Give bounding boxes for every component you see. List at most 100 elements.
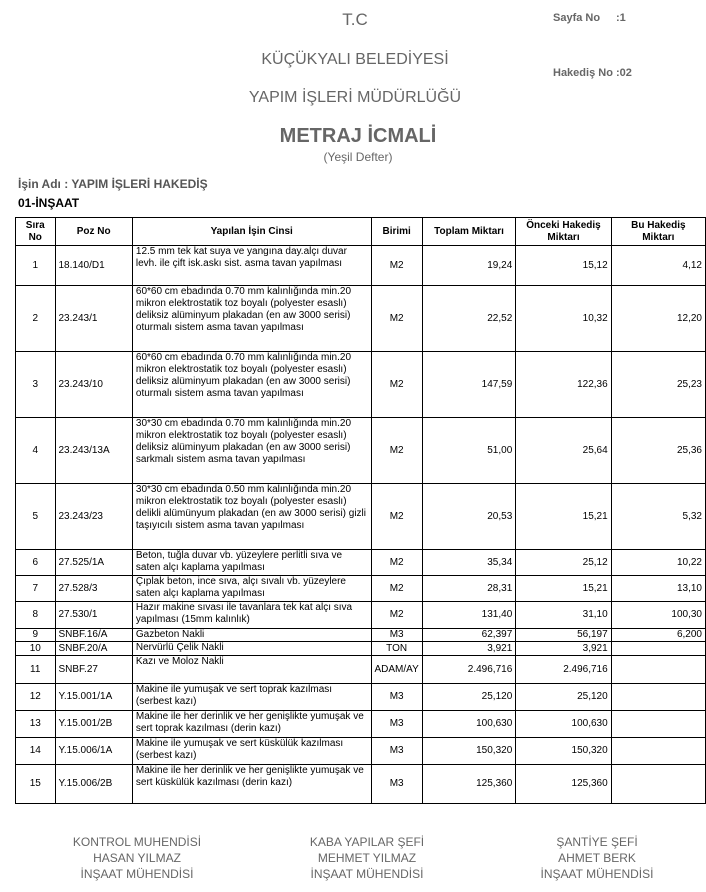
cell — [610, 655, 706, 684]
signature-title: İNŞAAT MÜHENDİSİ — [80, 867, 194, 881]
cell: 60*60 cm ebadında 0.70 mm kalınlığında m… — [131, 285, 372, 352]
subtitle: (Yeşil Defter) — [323, 150, 393, 164]
cell: 25,36 — [610, 417, 706, 484]
cell — [610, 710, 706, 738]
tc: T.C — [342, 10, 368, 29]
cell: 15 — [15, 764, 56, 804]
table-row: 3 23.243/10 60*60 cm ebadında 0.70 mm kalı… — [15, 351, 706, 418]
column-header: Sıra No — [15, 217, 56, 246]
cell: 25,120 — [515, 683, 612, 711]
signature-name: HASAN YILMAZ — [93, 851, 181, 865]
cell: Y.15.001/2B — [54, 710, 133, 738]
cell: M2 — [370, 575, 423, 602]
cell: 2.496,716 — [421, 655, 517, 684]
cell: 14 — [15, 737, 56, 765]
cell: 62,397 — [421, 628, 517, 642]
cell: 2 — [15, 285, 56, 352]
cell: Gazbeton Nakli — [131, 628, 372, 642]
cell: M3 — [370, 628, 423, 642]
cell: 125,360 — [421, 764, 517, 804]
cell: 20,53 — [421, 483, 517, 550]
cell: 10 — [15, 641, 56, 656]
column-header: Önceki Hakediş Miktarı — [515, 217, 612, 246]
cell: 131,40 — [421, 601, 517, 629]
cell — [610, 641, 706, 656]
cell: M2 — [370, 417, 423, 484]
department: YAPIM İŞLERİ MÜDÜRLÜĞÜ — [248, 89, 462, 106]
cell: 150,320 — [421, 737, 517, 765]
table-row: 13 Y.15.001/2B Makine ile her derinlik ve … — [15, 710, 706, 738]
cell: 23.243/13A — [54, 417, 133, 484]
column-header: Toplam Miktarı — [421, 217, 517, 246]
table-row: 8 27.530/1 Hazır makine sıvası ile tavanla… — [15, 601, 706, 629]
cell: 23.243/1 — [54, 285, 133, 352]
cell: M2 — [370, 351, 423, 418]
column-header: Birimi — [370, 217, 423, 246]
signature: KABA YAPILAR ŞEFİ MEHMET YILMAZ İNŞAAT MÜH… — [257, 834, 477, 882]
cell: 125,360 — [515, 764, 612, 804]
cell: 15,21 — [515, 575, 612, 602]
cell: 25,12 — [515, 549, 612, 576]
cell: 13 — [15, 710, 56, 738]
cell: M2 — [370, 285, 423, 352]
column-header: Poz No — [54, 217, 133, 246]
cell: 27.528/3 — [54, 575, 133, 602]
metraj-table: Sıra No Poz No Yapılan İşin Cinsi Birimi Top… — [15, 217, 706, 804]
cell: M2 — [370, 601, 423, 629]
cell: 25,64 — [515, 417, 612, 484]
cell: 28,31 — [421, 575, 517, 602]
cell: Hazır makine sıvası ile tavanlara tek ka… — [131, 601, 372, 629]
table-row: 12 Y.15.001/1A Makine ile yumuşak ve sert … — [15, 683, 706, 711]
signature-title: İNŞAAT MÜHENDİSİ — [310, 867, 424, 881]
cell: Beton, tuğla duvar vb. yüzeylere perlitl… — [131, 549, 372, 576]
cell: M3 — [370, 737, 423, 765]
table-row: 9 SNBF.16/A Gazbeton Nakli M3 62,397 56,197 6,… — [15, 628, 706, 642]
cell: 147,59 — [421, 351, 517, 418]
cell: 3,921 — [515, 641, 612, 656]
cell: SNBF.27 — [54, 655, 133, 684]
column-header: Yapılan İşin Cinsi — [131, 217, 372, 246]
cell: Y.15.006/1A — [54, 737, 133, 765]
cell: Çıplak beton, ince sıva, alçı sıvalı vb.… — [131, 575, 372, 602]
cell — [610, 683, 706, 711]
cell: 5,32 — [610, 483, 706, 550]
cell: 5 — [15, 483, 56, 550]
table-row: 6 27.525/1A Beton, tuğla duvar vb. yüzeyle… — [15, 549, 706, 576]
cell: 30*30 cm ebadında 0.70 mm kalınlığında m… — [131, 417, 372, 484]
cell: 31,10 — [515, 601, 612, 629]
cell: Y.15.006/2B — [54, 764, 133, 804]
cell: 30*30 cm ebadında 0.50 mm kalınlığında m… — [131, 483, 372, 550]
cell: 6 — [15, 549, 56, 576]
cell: 19,24 — [421, 245, 517, 286]
cell: SNBF.20/A — [54, 641, 133, 656]
cell — [610, 737, 706, 765]
cell: 56,197 — [515, 628, 612, 642]
cell: 1 — [15, 245, 56, 286]
cell: Kazı ve Moloz Nakli — [131, 655, 372, 684]
signature-role: KABA YAPILAR ŞEFİ — [309, 835, 425, 849]
signature: KONTROL MUHENDİSİ HASAN YILMAZ İNŞAAT MÜHE… — [27, 834, 247, 882]
cell: 27.525/1A — [54, 549, 133, 576]
cell: 27.530/1 — [54, 601, 133, 629]
cell: 3 — [15, 351, 56, 418]
column-header: Bu Hakediş Miktarı — [610, 217, 706, 246]
signature-name: MEHMET YILMAZ — [317, 851, 417, 865]
header-row: Sıra No Poz No Yapılan İşin Cinsi Birimi Top… — [15, 217, 706, 246]
cell: 9 — [15, 628, 56, 642]
cell: 100,30 — [610, 601, 706, 629]
cell: Makine ile yumuşak ve sert küskülük kazı… — [131, 737, 372, 765]
cell: 22,52 — [421, 285, 517, 352]
table-row: 2 23.243/1 60*60 cm ebadında 0.70 mm kalın… — [15, 285, 706, 352]
progress-value: :02 — [616, 67, 632, 79]
cell: 25,120 — [421, 683, 517, 711]
cell: M2 — [370, 549, 423, 576]
cell: 11 — [15, 655, 56, 684]
cell: Y.15.001/1A — [54, 683, 133, 711]
progress-label: Hakediş No — [553, 67, 613, 79]
signature-name: AHMET BERK — [558, 851, 636, 865]
cell: 2.496,716 — [515, 655, 612, 684]
cell: 35,34 — [421, 549, 517, 576]
table-row: 5 23.243/23 30*30 cm ebadında 0.50 mm kalı… — [15, 483, 706, 550]
cell: 51,00 — [421, 417, 517, 484]
